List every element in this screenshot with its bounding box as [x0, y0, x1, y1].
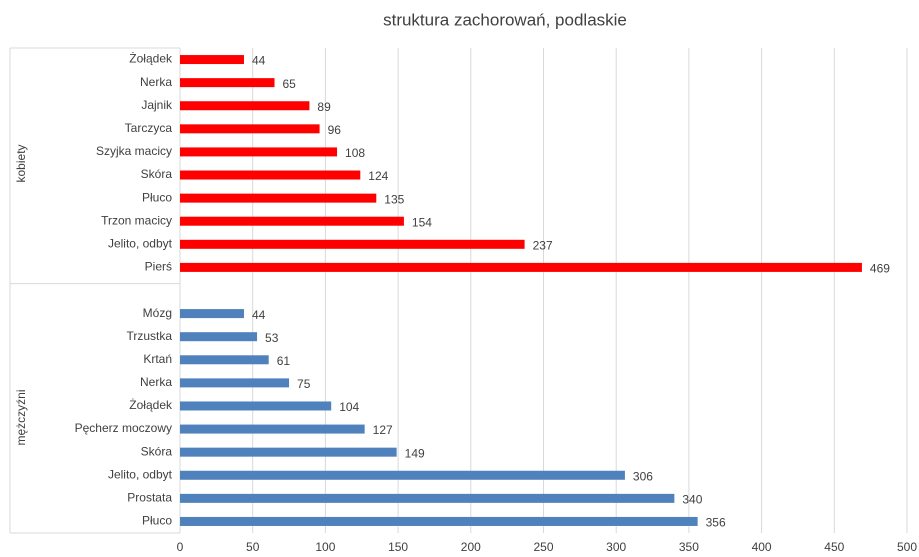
y-tick-label: Szyjka macicy — [96, 144, 172, 158]
y-tick-label: Pierś — [145, 260, 172, 274]
x-tick-label: 150 — [388, 540, 408, 554]
y-tick-label: Skóra — [141, 167, 173, 181]
data-label: 44 — [252, 54, 266, 68]
data-label: 104 — [339, 400, 359, 414]
bar — [180, 216, 404, 226]
y-tick-label: Krtań — [143, 352, 172, 366]
y-tick-label: Płuco — [142, 190, 172, 204]
x-tick-label: 50 — [246, 540, 260, 554]
data-label: 89 — [317, 100, 331, 114]
bar — [180, 147, 338, 157]
y-tick-label: Nerka — [140, 375, 172, 389]
bar — [180, 193, 377, 203]
bar — [180, 424, 365, 434]
data-label: 237 — [533, 238, 553, 252]
data-label: 340 — [682, 493, 702, 507]
y-tick-label: Prostata — [127, 491, 172, 505]
chart-title: struktura zachorowań, podlaskie — [383, 10, 627, 29]
x-tick-label: 350 — [679, 540, 699, 554]
y-tick-label: Jajnik — [141, 98, 173, 112]
bar — [180, 401, 332, 411]
bar — [180, 262, 862, 272]
y-tick-label: Skóra — [141, 444, 173, 458]
bar — [180, 170, 361, 180]
data-label: 356 — [706, 516, 726, 530]
y-tick-label: Nerka — [140, 75, 172, 89]
y-tick-label: Żołądek — [129, 398, 173, 412]
data-label: 96 — [328, 123, 342, 137]
data-label: 124 — [368, 169, 388, 183]
data-label: 75 — [297, 377, 311, 391]
data-label: 149 — [405, 446, 425, 460]
bar — [180, 101, 310, 111]
group-label: kobiety — [14, 144, 28, 182]
data-label: 154 — [412, 215, 432, 229]
bar — [180, 447, 397, 457]
bar — [180, 378, 290, 388]
data-label: 306 — [633, 469, 653, 483]
bar — [180, 78, 275, 88]
group-label: mężczyźni — [14, 390, 28, 446]
data-label: 135 — [384, 192, 404, 206]
x-tick-label: 400 — [752, 540, 772, 554]
data-label: 108 — [345, 146, 365, 160]
x-tick-label: 300 — [606, 540, 626, 554]
bar — [180, 239, 525, 249]
data-label: 65 — [283, 77, 297, 91]
bar — [180, 470, 625, 480]
bar — [180, 55, 244, 65]
data-label: 53 — [265, 331, 279, 345]
y-tick-label: Żołądek — [129, 52, 173, 66]
y-tick-label: Jelito, odbyt — [108, 236, 173, 250]
bar — [180, 493, 675, 503]
x-tick-label: 100 — [315, 540, 335, 554]
y-tick-label: Jelito, odbyt — [108, 467, 173, 481]
data-label: 469 — [870, 262, 890, 276]
y-tick-label: Trzon macicy — [101, 213, 172, 227]
data-label: 127 — [373, 423, 393, 437]
bar — [180, 309, 244, 319]
x-tick-label: 250 — [533, 540, 553, 554]
x-tick-label: 0 — [177, 540, 184, 554]
y-tick-label: Płuco — [142, 514, 172, 528]
y-tick-label: Mózg — [143, 306, 172, 320]
y-tick-label: Pęcherz moczowy — [75, 421, 172, 435]
data-label: 44 — [252, 308, 266, 322]
bar — [180, 516, 698, 526]
bar — [180, 355, 269, 365]
x-tick-label: 500 — [897, 540, 917, 554]
bar — [180, 332, 258, 342]
x-tick-label: 200 — [461, 540, 481, 554]
y-tick-label: Trzustka — [126, 329, 172, 343]
x-tick-label: 450 — [824, 540, 844, 554]
bar — [180, 124, 320, 134]
y-tick-label: Tarczyca — [125, 121, 173, 135]
data-label: 61 — [277, 354, 291, 368]
